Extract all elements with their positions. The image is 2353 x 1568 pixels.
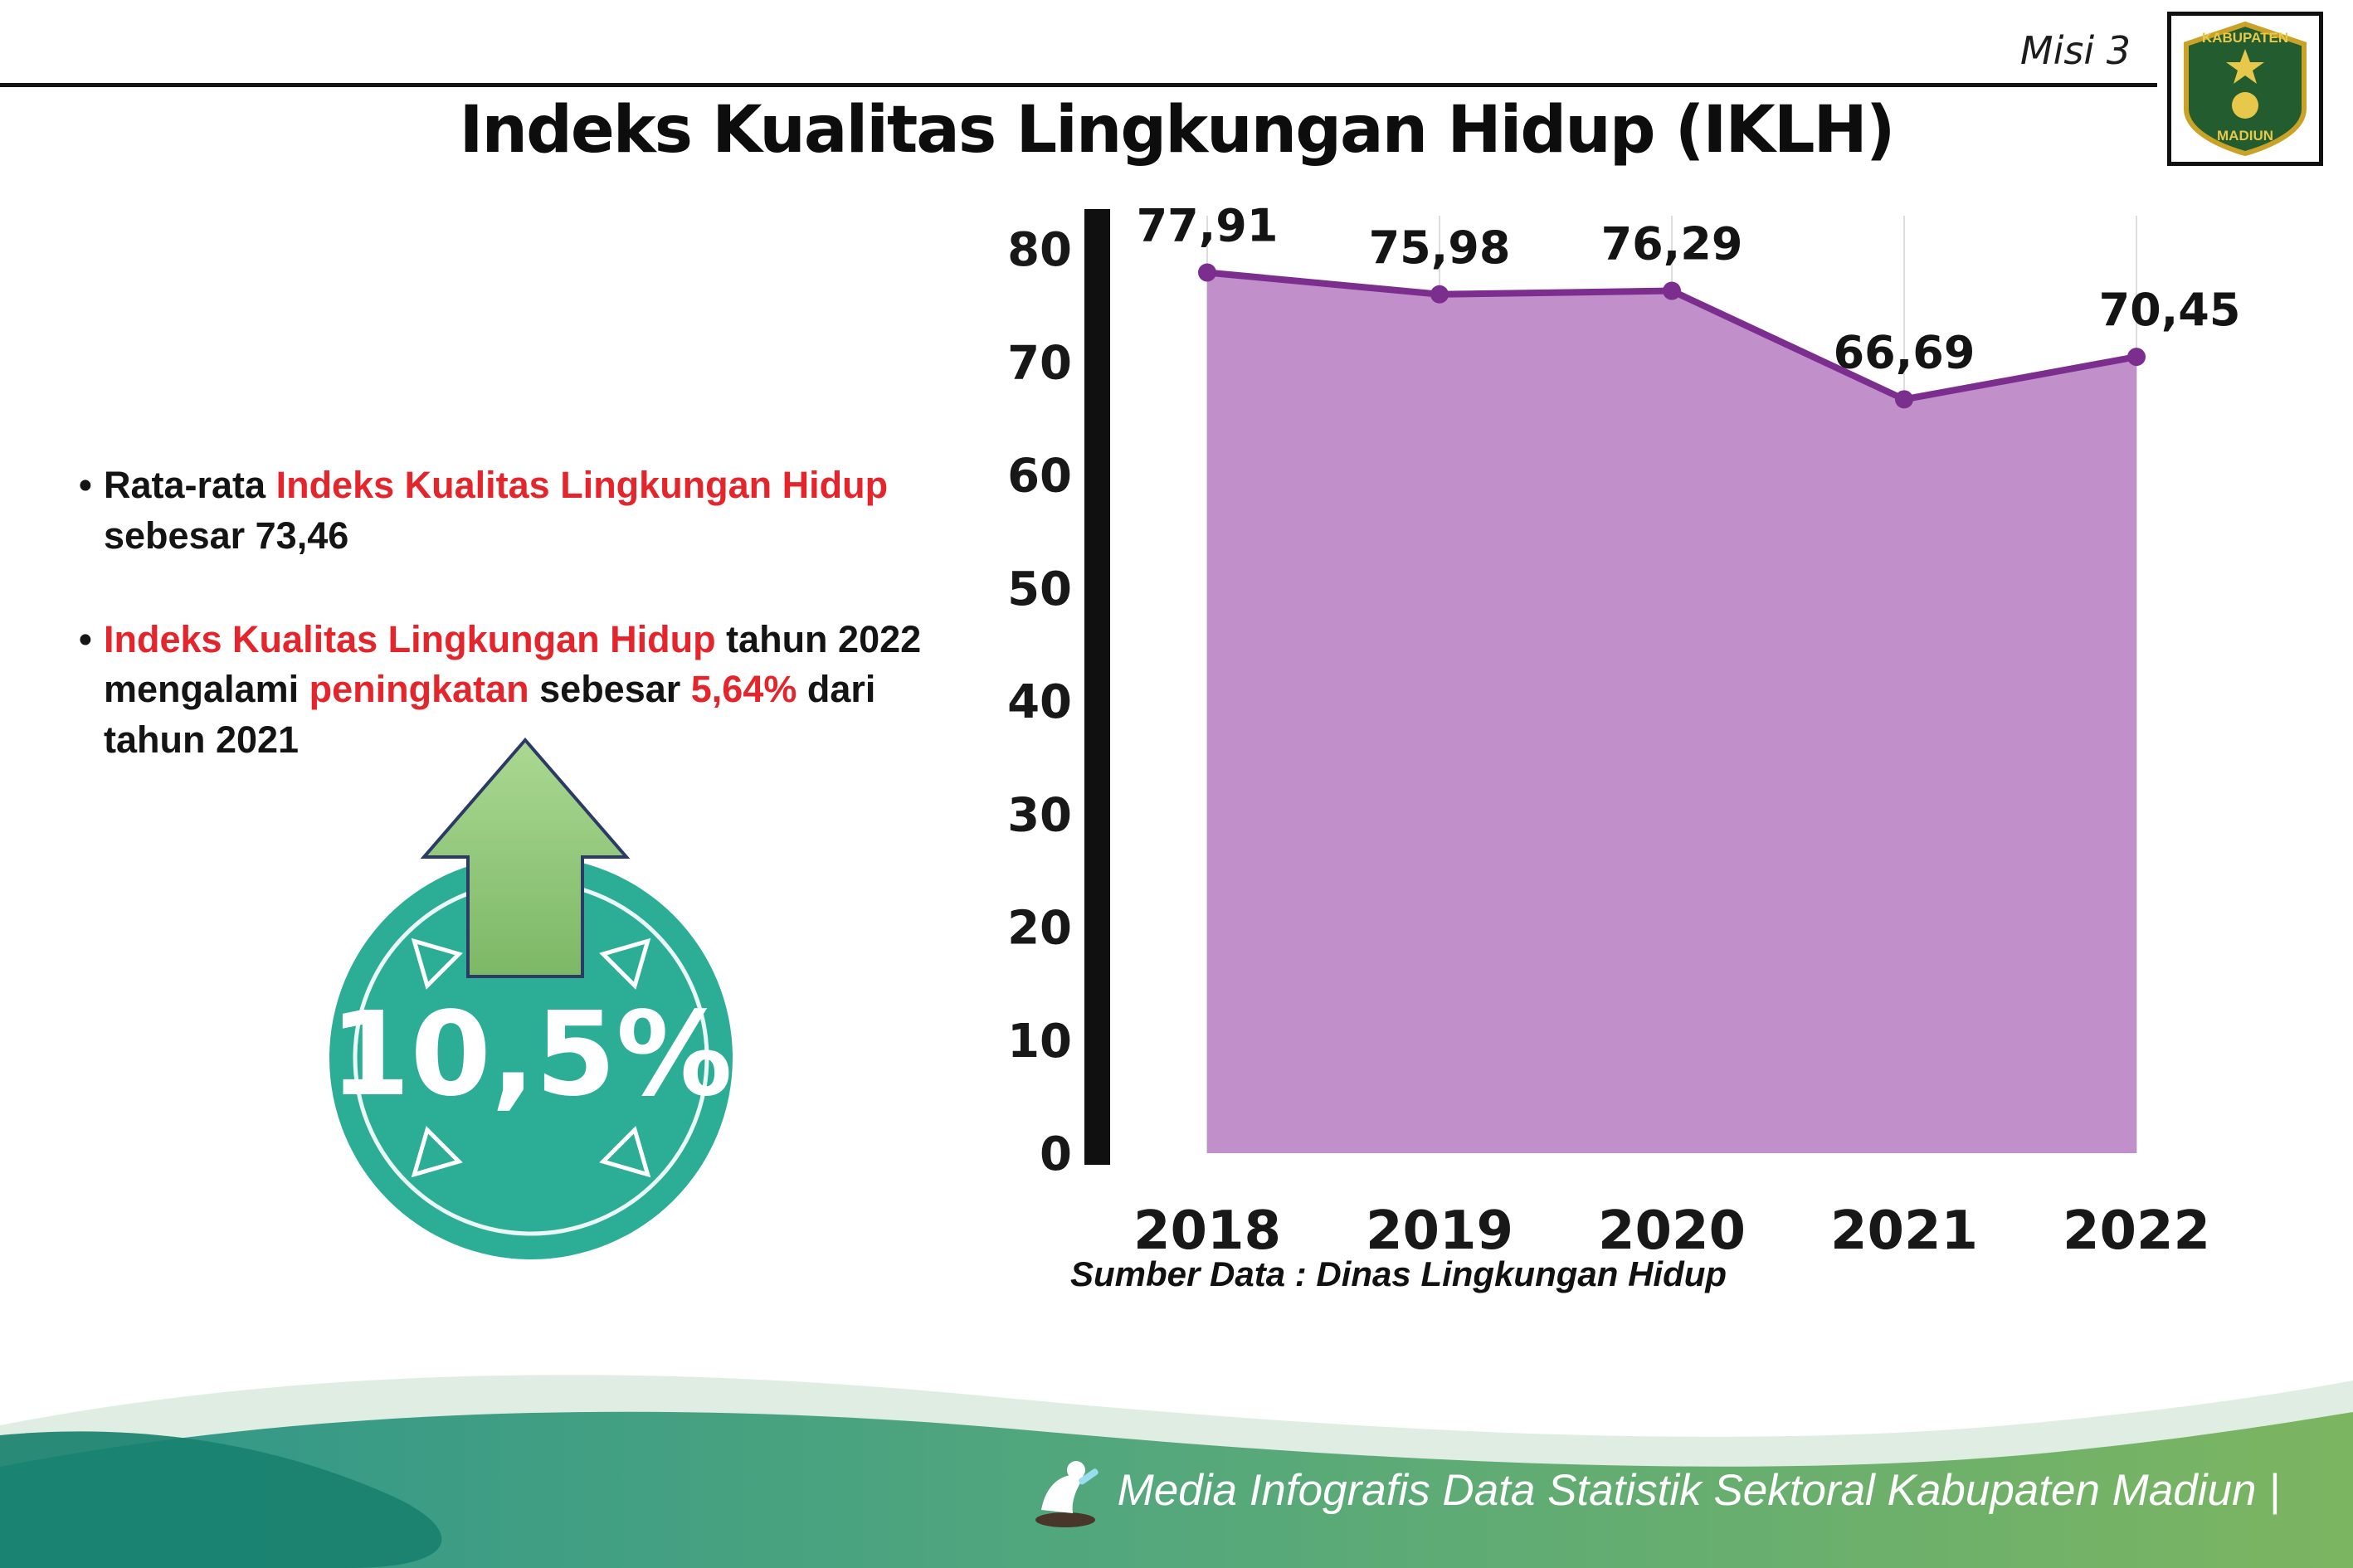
triangle-ne-icon bbox=[599, 937, 651, 990]
footer-caption: Media Infografis Data Statistik Sektoral… bbox=[1117, 1465, 2280, 1515]
area-fill bbox=[1207, 272, 2136, 1153]
text-segment: sebesar bbox=[529, 668, 691, 711]
madiun-emblem-icon: KABUPATEN MADIUN bbox=[2184, 21, 2307, 157]
value-label: 77,91 bbox=[1137, 199, 1279, 251]
header-divider bbox=[0, 83, 2157, 87]
text-segment: Rata-rata bbox=[104, 464, 276, 506]
mascot-base bbox=[1035, 1512, 1095, 1527]
mascot-body bbox=[1040, 1474, 1084, 1513]
value-label: 76,29 bbox=[1601, 218, 1743, 270]
data-point-2021 bbox=[1895, 390, 1913, 409]
y-tick-label: 70 bbox=[1007, 336, 1072, 390]
x-tick-label: 2021 bbox=[1830, 1200, 1978, 1262]
mascot-head bbox=[1066, 1461, 1085, 1479]
emblem-center bbox=[2232, 92, 2258, 119]
emblem-shield bbox=[2184, 21, 2307, 157]
kabupaten-madiun-logo: KABUPATEN MADIUN bbox=[2167, 12, 2323, 166]
emblem-top-text: KABUPATEN bbox=[2202, 30, 2288, 46]
iklh-chart-area: 0 10 20 30 40 50 60 70 80 77,91 2018 75,98 2019 76,29… bbox=[1004, 174, 2273, 1286]
x-tick-label: 2019 bbox=[1366, 1200, 1513, 1262]
page-title: Indeks Kualitas Lingkungan Hidup (IKLH) bbox=[459, 93, 1896, 168]
x-tick-label: 2020 bbox=[1598, 1200, 1746, 1262]
bullet-average-iklh: • Rata-rata Indeks Kualitas Lingkungan Hi… bbox=[79, 460, 1041, 562]
iklh-area-chart: 0 10 20 30 40 50 60 70 80 77,91 2018 75,98 2019 76,29… bbox=[1007, 199, 2241, 1262]
x-tick-label: 2022 bbox=[2063, 1200, 2210, 1262]
y-tick-label: 20 bbox=[1007, 902, 1072, 956]
triangle-sw-icon bbox=[411, 1126, 463, 1178]
wave-dark-left bbox=[0, 1431, 442, 1568]
text-segment-highlight: Indeks Kualitas Lingkungan Hidup bbox=[275, 464, 889, 506]
bullet-marker: • bbox=[79, 617, 92, 660]
y-tick-label: 10 bbox=[1007, 1015, 1072, 1069]
data-point-2022 bbox=[2127, 348, 2146, 367]
badge-triangles bbox=[411, 937, 651, 1178]
emblem-bottom-text: MADIUN bbox=[2217, 128, 2273, 144]
y-tick-label: 40 bbox=[1007, 675, 1072, 729]
footer-bar: Media Infografis Data Statistik Sektoral… bbox=[1030, 1452, 2280, 1528]
up-arrow-icon bbox=[420, 737, 631, 978]
text-segment: sebesar 73,46 bbox=[104, 514, 349, 557]
data-point-2020 bbox=[1663, 281, 1681, 300]
y-tick-label: 60 bbox=[1007, 450, 1072, 504]
misi-label: Misi 3 bbox=[2019, 28, 2131, 73]
y-tick-label: 50 bbox=[1007, 562, 1072, 616]
text-segment: mengalami bbox=[104, 668, 309, 711]
text-segment: tahun 2021 bbox=[104, 718, 300, 761]
footer-wave-decoration bbox=[0, 1375, 2353, 1568]
bullet-increase-2022: • Indeks Kualitas Lingkungan Hidup tahun … bbox=[79, 615, 1041, 766]
text-segment: tahun 2022 bbox=[715, 617, 922, 660]
text-segment: dari bbox=[797, 668, 876, 711]
mascot-pencil bbox=[1078, 1468, 1099, 1485]
triangle-se-icon bbox=[599, 1126, 651, 1178]
data-point-2019 bbox=[1430, 285, 1449, 304]
increase-badge: 10,5% bbox=[290, 722, 772, 1286]
increase-badge-graphic bbox=[329, 737, 733, 1259]
y-tick-label: 0 bbox=[1040, 1127, 1072, 1181]
text-segment-highlight: 5,64% bbox=[690, 668, 797, 711]
value-label: 66,69 bbox=[1834, 326, 1975, 378]
bullet-marker: • bbox=[79, 464, 92, 506]
text-segment-highlight: peningkatan bbox=[309, 668, 529, 711]
y-tick-label: 80 bbox=[1007, 223, 1072, 277]
increase-percentage: 10,5% bbox=[329, 987, 733, 1122]
x-tick-label: 2018 bbox=[1133, 1200, 1281, 1262]
footer-mascot-icon bbox=[1035, 1461, 1099, 1527]
wave-main bbox=[0, 1411, 2353, 1568]
key-points: • Rata-rata Indeks Kualitas Lingkungan Hi… bbox=[79, 460, 1041, 819]
value-label: 75,98 bbox=[1369, 222, 1511, 274]
source-note: Sumber Data : Dinas Lingkungan Hidup bbox=[1070, 1254, 1727, 1293]
y-axis-bar bbox=[1084, 209, 1110, 1165]
emblem-star-icon bbox=[2226, 49, 2264, 84]
triangle-nw-icon bbox=[411, 937, 463, 990]
value-label: 70,45 bbox=[2099, 284, 2241, 336]
data-point-2018 bbox=[1198, 263, 1216, 282]
y-tick-label: 30 bbox=[1007, 788, 1072, 842]
text-segment-highlight: Indeks Kualitas Lingkungan Hidup bbox=[104, 617, 716, 660]
